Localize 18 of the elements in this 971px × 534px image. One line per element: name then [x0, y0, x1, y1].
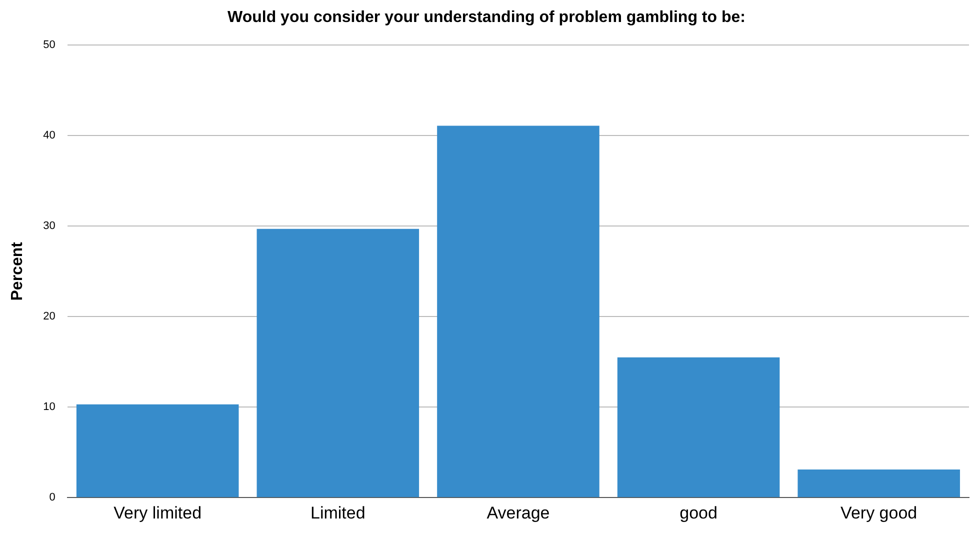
y-tick-label: 30: [43, 220, 56, 232]
y-axis-title: Percent: [9, 241, 26, 301]
y-tick-label: 10: [43, 401, 56, 414]
bar: [256, 228, 420, 498]
x-tick-label: Very good: [840, 503, 918, 522]
bar: [437, 126, 600, 498]
x-tick-label: Average: [486, 503, 550, 522]
y-tick-label: 20: [43, 310, 56, 323]
chart-title: Would you consider your understanding of problem gambling to be:: [228, 9, 746, 26]
bar: [617, 357, 780, 498]
x-tick-label: Very limited: [114, 503, 202, 522]
y-tick-label: 0: [49, 492, 56, 504]
bar: [798, 470, 960, 498]
y-tick-label: 40: [43, 130, 56, 142]
bar: [76, 404, 239, 498]
y-tick-label: 50: [43, 39, 56, 52]
x-tick-label: good: [680, 503, 718, 522]
x-tick-label: Limited: [310, 503, 366, 522]
